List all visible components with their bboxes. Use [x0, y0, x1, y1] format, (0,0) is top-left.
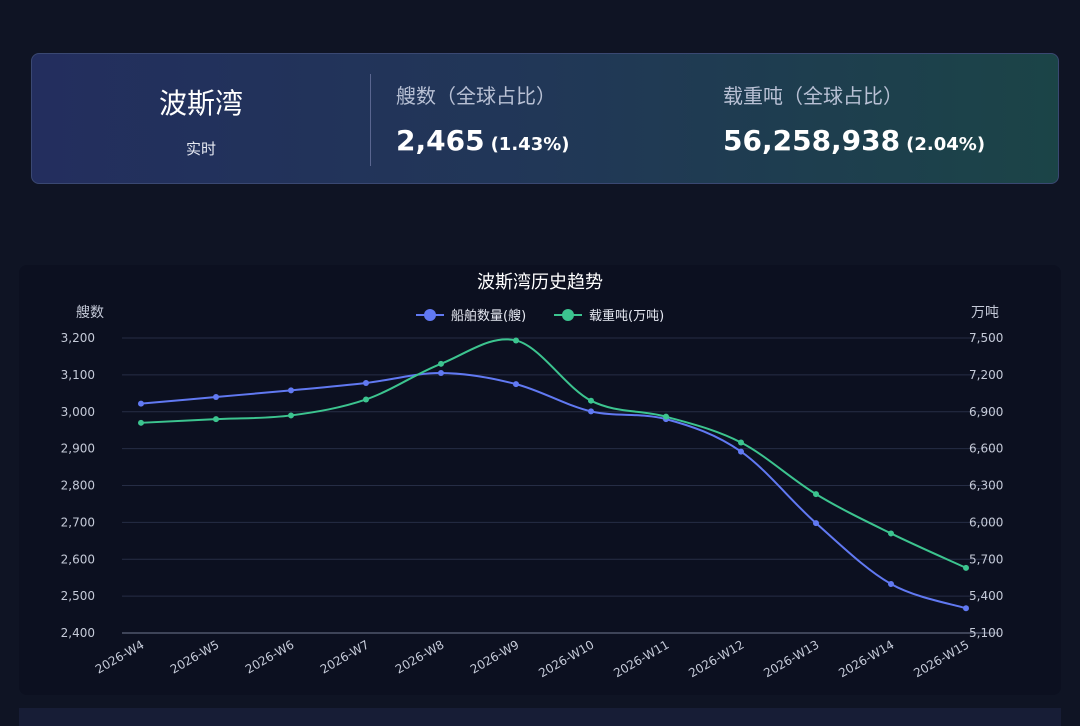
y-left-tick-label: 2,700 [61, 515, 95, 529]
y-right-tick-label: 6,300 [969, 479, 1003, 493]
ships-data-point[interactable] [213, 394, 219, 400]
ships-data-point[interactable] [963, 605, 969, 612]
ships-data-point[interactable] [813, 520, 819, 527]
ships-share: (1.43%) [490, 134, 570, 155]
legend-item-dwt[interactable]: 载重吨(万吨) [554, 308, 664, 324]
y-left-tick-label: 2,500 [61, 589, 95, 603]
y-left-tick-label: 2,900 [61, 442, 95, 456]
trend-chart: 波斯湾历史趋势 艘数 万吨 船舶数量(艘) 载重吨(万吨) 2,400 5,100… [61, 272, 1004, 680]
y-right-tick-label: 7,200 [969, 368, 1003, 382]
x-tick-label: 2026-W10 [536, 637, 596, 680]
trend-chart-panel: 波斯湾历史趋势 艘数 万吨 船舶数量(艘) 载重吨(万吨) 2,400 5,100… [19, 265, 1061, 695]
dwt-data-point[interactable] [213, 416, 219, 423]
dwt-series-line [140, 338, 967, 569]
grid [122, 337, 999, 634]
x-tick-label: 2026-W9 [468, 637, 522, 676]
dwt-data-point[interactable] [888, 530, 894, 537]
dwt-value: 56,258,938 [723, 124, 901, 157]
bottom-panel-edge [19, 708, 1061, 726]
legend-dwt-label: 载重吨(万吨) [589, 308, 664, 324]
x-tick-label: 2026-W6 [243, 637, 297, 676]
y-right-tick-label: 5,400 [969, 589, 1003, 603]
ships-value-row: 2,465 (1.43%) [396, 124, 569, 157]
region-name: 波斯湾 [158, 87, 243, 120]
x-tick-label: 2026-W15 [911, 637, 971, 680]
ships-data-point[interactable] [438, 370, 444, 377]
y-right-tick-label: 6,000 [969, 515, 1003, 529]
dwt-data-point[interactable] [438, 360, 444, 367]
y-left-tick-label: 3,100 [61, 368, 95, 382]
chart-title: 波斯湾历史趋势 [477, 272, 603, 293]
dwt-data-point[interactable] [663, 413, 669, 420]
dwt-data-point[interactable] [363, 396, 369, 403]
y-left-tick-label: 2,400 [61, 626, 95, 640]
ships-data-point[interactable] [738, 448, 744, 455]
legend: 船舶数量(艘) 载重吨(万吨) [416, 308, 664, 324]
ships-value: 2,465 [396, 124, 485, 157]
axis-ticks: 2,400 5,100 2,500 5,400 2,600 5,700 2,700 6,000… [61, 331, 1004, 680]
legend-ships-dot [424, 309, 436, 321]
dwt-label: 载重吨（全球占比） [723, 84, 903, 108]
y-right-tick-label: 5,700 [969, 552, 1003, 566]
ships-data-point[interactable] [288, 387, 294, 394]
summary-card: 波斯湾 实时 艘数（全球占比） 2,465 (1.43%) 载重吨（全球占比） 5… [31, 53, 1059, 184]
y-left-tick-label: 3,000 [61, 405, 95, 419]
ships-data-point[interactable] [363, 379, 369, 386]
y-right-tick-label: 5,100 [969, 626, 1003, 640]
dwt-share: (2.04%) [906, 134, 986, 155]
legend-item-ships[interactable]: 船舶数量(艘) [416, 308, 526, 324]
x-tick-label: 2026-W7 [318, 637, 372, 676]
dwt-data-point[interactable] [963, 564, 969, 571]
dwt-data-point[interactable] [138, 419, 144, 426]
x-tick-label: 2026-W4 [93, 637, 147, 676]
realtime-label: 实时 [185, 140, 216, 158]
dwt-data-point[interactable] [288, 412, 294, 419]
y-right-tick-label: 7,500 [969, 331, 1003, 345]
y-right-tick-label: 6,900 [969, 405, 1003, 419]
dwt-data-point[interactable] [588, 397, 594, 404]
x-tick-label: 2026-W11 [611, 637, 671, 680]
y-right-axis-label: 万吨 [971, 305, 999, 321]
y-right-tick-label: 6,600 [969, 442, 1003, 456]
x-tick-label: 2026-W13 [761, 637, 821, 680]
ships-data-point[interactable] [888, 580, 894, 587]
x-tick-label: 2026-W5 [168, 637, 222, 676]
y-left-tick-label: 2,600 [61, 552, 95, 566]
ships-data-point[interactable] [138, 400, 144, 407]
ships-data-point[interactable] [588, 408, 594, 415]
dwt-data-point[interactable] [813, 491, 819, 498]
ships-label: 艘数（全球占比） [396, 84, 556, 108]
series [138, 337, 969, 612]
legend-ships-label: 船舶数量(艘) [451, 308, 526, 324]
ships-data-point[interactable] [513, 381, 519, 388]
x-tick-label: 2026-W12 [686, 637, 746, 680]
legend-dwt-dot [562, 309, 574, 321]
card-divider [370, 74, 371, 166]
x-tick-label: 2026-W8 [393, 637, 447, 676]
ships-series-line [140, 372, 967, 610]
dwt-value-row: 56,258,938 (2.04%) [723, 124, 985, 157]
y-left-tick-label: 3,200 [61, 331, 95, 345]
dwt-data-point[interactable] [513, 337, 519, 344]
region-block: 波斯湾 实时 [32, 54, 370, 183]
y-left-axis-label: 艘数 [76, 305, 104, 321]
dwt-data-point[interactable] [738, 439, 744, 446]
y-left-tick-label: 2,800 [61, 479, 95, 493]
x-tick-label: 2026-W14 [836, 637, 896, 680]
